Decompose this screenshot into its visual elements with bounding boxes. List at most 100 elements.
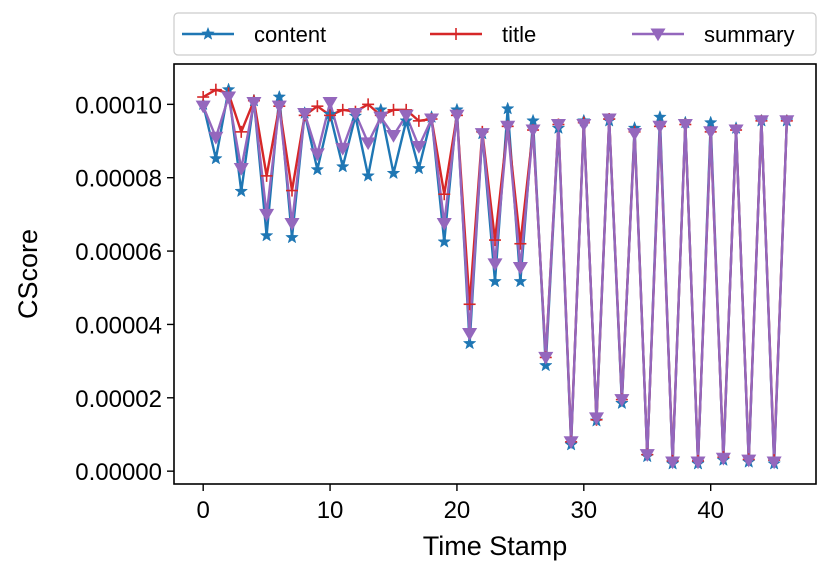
y-tick-label: 0.00002 <box>75 386 162 413</box>
data-point-title <box>463 298 476 311</box>
data-point-title <box>362 98 375 111</box>
x-tick-label: 0 <box>197 497 210 524</box>
series-markers-content <box>196 82 794 470</box>
x-tick-label: 10 <box>317 497 344 524</box>
data-point-summary <box>728 124 744 138</box>
data-point-content <box>335 159 350 173</box>
data-point-summary <box>525 124 541 138</box>
data-point-title <box>412 114 425 127</box>
y-tick-label: 0.00010 <box>75 92 162 119</box>
data-point-title <box>235 125 248 138</box>
data-point-summary <box>474 128 490 141</box>
legend-frame <box>173 12 817 56</box>
data-point-title <box>311 100 324 113</box>
data-point-summary <box>424 113 440 127</box>
data-point-content <box>234 184 249 198</box>
data-point-content <box>361 168 375 182</box>
data-point-summary <box>221 91 237 105</box>
data-point-summary <box>563 436 579 450</box>
data-point-content <box>412 161 426 175</box>
data-point-summary <box>462 328 478 341</box>
data-point-summary <box>246 96 262 110</box>
x-axis: 0 10 20 30 40 <box>197 484 724 524</box>
data-point-summary <box>652 120 668 134</box>
data-point-summary <box>753 115 769 129</box>
data-point-content <box>209 151 223 165</box>
legend-entry-summary: summary <box>632 22 794 47</box>
data-point-title <box>514 237 527 250</box>
data-point-title <box>324 109 337 122</box>
data-point-summary <box>715 452 731 466</box>
data-point-summary <box>208 131 224 145</box>
data-point-content <box>526 113 540 127</box>
series-markers-summary <box>195 91 795 470</box>
data-point-summary <box>233 162 249 176</box>
data-point-title <box>209 83 222 96</box>
data-point-title <box>438 188 451 201</box>
data-point-summary <box>360 137 376 151</box>
data-point-summary <box>601 113 617 127</box>
data-point-summary <box>373 111 389 125</box>
data-point-summary <box>576 118 592 132</box>
data-point-content <box>538 358 553 372</box>
legend-marker <box>650 28 666 42</box>
data-point-content <box>653 109 667 124</box>
data-point-summary <box>766 456 782 470</box>
data-point-title <box>489 234 501 247</box>
data-point-summary <box>639 449 655 462</box>
data-point-summary <box>550 118 566 132</box>
plot-frame <box>173 63 817 485</box>
data-point-summary <box>411 140 427 154</box>
y-tick-label: 0.00004 <box>75 312 162 339</box>
data-point-summary <box>779 115 795 129</box>
data-point-summary <box>677 118 693 132</box>
data-point-content <box>285 230 299 244</box>
data-point-summary <box>538 351 554 365</box>
data-point-summary <box>665 456 681 470</box>
data-point-summary <box>297 107 313 121</box>
data-point-summary <box>690 456 706 470</box>
legend-marker <box>201 26 215 40</box>
data-point-summary <box>259 208 275 222</box>
data-point-content <box>513 274 528 288</box>
data-point-summary <box>588 412 605 426</box>
data-point-content <box>488 274 502 288</box>
x-tick-label: 40 <box>697 497 724 524</box>
data-point-summary <box>195 100 211 114</box>
y-tick-label: 0.00000 <box>75 459 162 486</box>
x-tick-label: 30 <box>570 497 597 524</box>
data-point-content <box>462 336 477 350</box>
data-point-content <box>272 89 287 103</box>
legend-label: content <box>254 22 326 47</box>
data-point-summary <box>322 96 338 110</box>
data-point-summary <box>512 262 528 275</box>
data-point-summary <box>614 394 630 407</box>
data-point-summary <box>271 100 287 114</box>
data-point-summary <box>500 120 516 134</box>
data-point-summary <box>703 126 719 140</box>
data-point-title <box>285 184 298 197</box>
legend-label: summary <box>704 22 794 47</box>
legend: content title summary <box>173 12 817 56</box>
y-tick-label: 0.00008 <box>75 166 162 193</box>
legend-entry-content: content <box>182 22 326 47</box>
series-markers <box>195 82 795 470</box>
data-point-title <box>387 103 400 116</box>
y-axis: 0.00000 0.00002 0.00004 0.00006 0.00008 0.000… <box>75 92 174 486</box>
data-point-summary <box>335 142 351 156</box>
legend-entry-title: title <box>430 22 536 47</box>
data-point-summary <box>436 218 452 231</box>
data-point-content <box>386 166 401 180</box>
data-point-summary <box>398 109 414 123</box>
data-point-content <box>703 115 718 129</box>
data-point-summary <box>347 107 363 121</box>
data-point-title <box>336 103 349 116</box>
y-tick-label: 0.00006 <box>75 239 162 266</box>
x-axis-label: Time Stamp <box>423 531 568 561</box>
data-point-summary <box>627 128 643 141</box>
data-point-summary <box>741 454 757 468</box>
data-point-summary <box>385 129 402 143</box>
x-tick-label: 20 <box>444 497 471 524</box>
data-point-title <box>260 169 273 182</box>
